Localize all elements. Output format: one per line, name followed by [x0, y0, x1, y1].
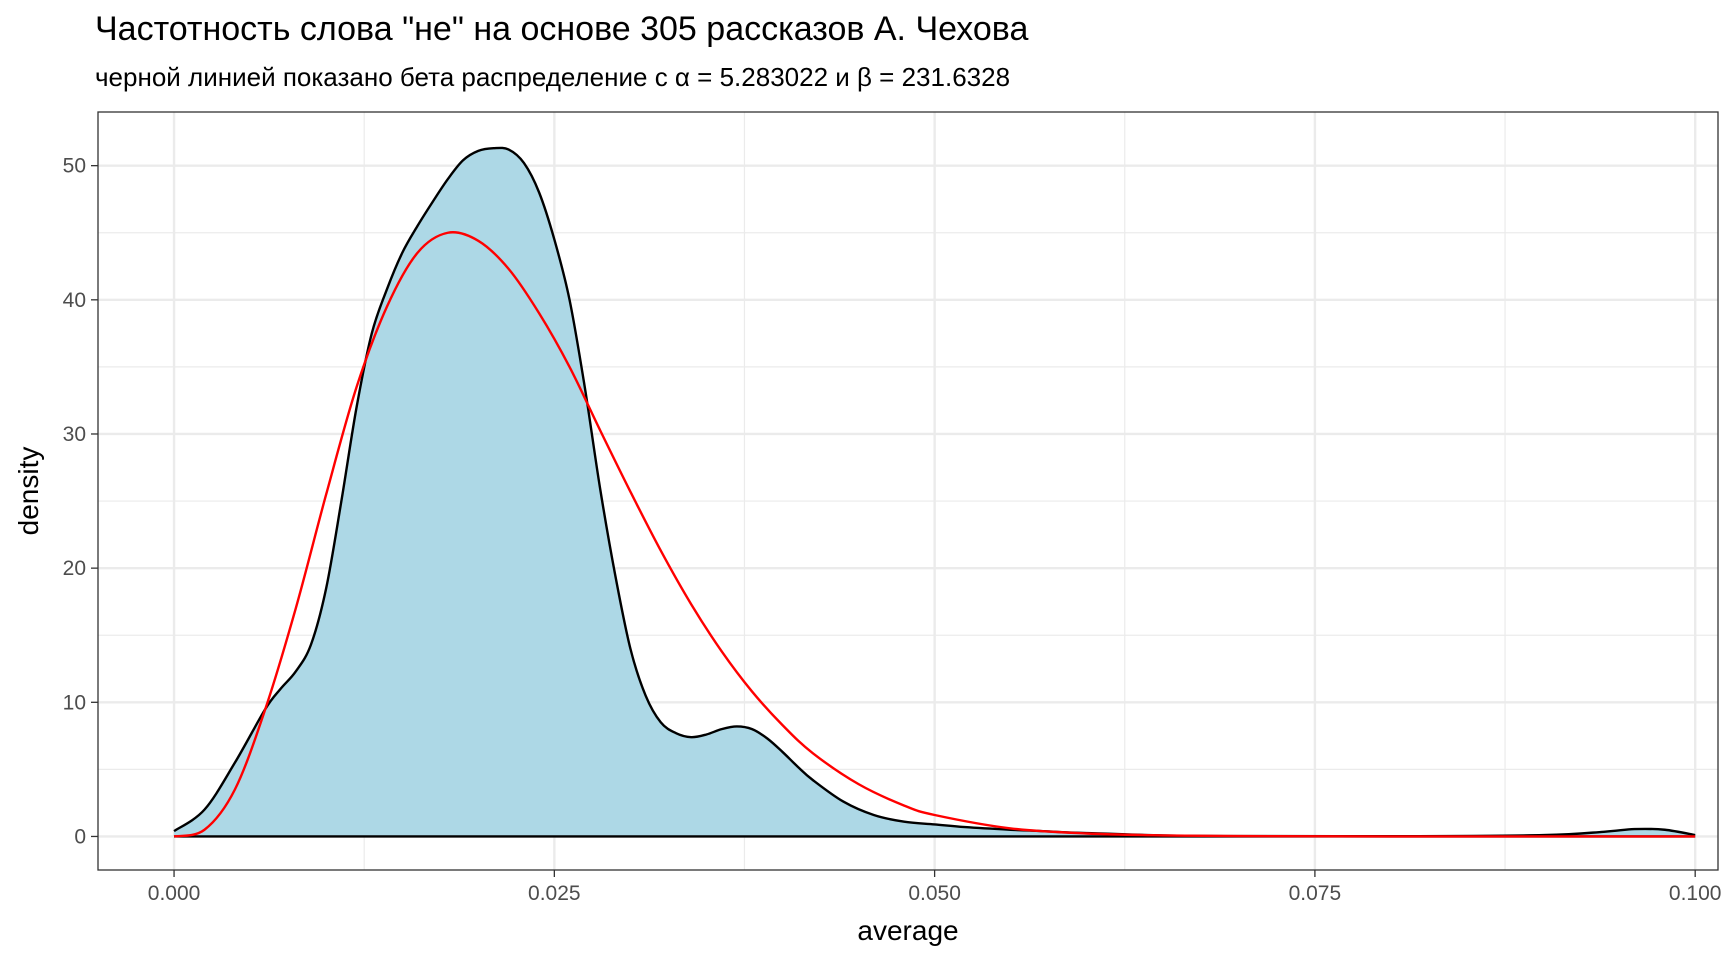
x-tick-label: 0.050	[908, 882, 961, 905]
x-tick-label: 0.000	[148, 882, 201, 905]
axis-ticks: 0.000 0.025 0.050 0.075 0.100 0 10 20 30 40 50	[63, 155, 1722, 905]
y-tick-label: 20	[63, 557, 86, 580]
y-tick-label: 50	[63, 155, 86, 178]
y-tick-label: 10	[63, 691, 86, 714]
density-area-fill	[174, 147, 1696, 837]
x-tick-label: 0.075	[1289, 882, 1342, 905]
x-tick-label: 0.025	[528, 882, 581, 905]
x-tick-label: 0.100	[1669, 882, 1722, 905]
y-tick-label: 30	[63, 423, 86, 446]
chart-title: Частотность слова "не" на основе 305 рас…	[95, 10, 1029, 48]
y-tick-label: 0	[74, 825, 86, 848]
x-axis-title: average	[857, 915, 958, 946]
y-axis-title: density	[13, 447, 44, 536]
beta-line-layer	[173, 231, 1696, 838]
beta-distribution-line	[173, 231, 1696, 838]
panel-border	[97, 111, 1719, 871]
y-tick-label: 40	[63, 289, 86, 312]
chart-subtitle: черной линией показано бета распределени…	[95, 62, 1011, 92]
